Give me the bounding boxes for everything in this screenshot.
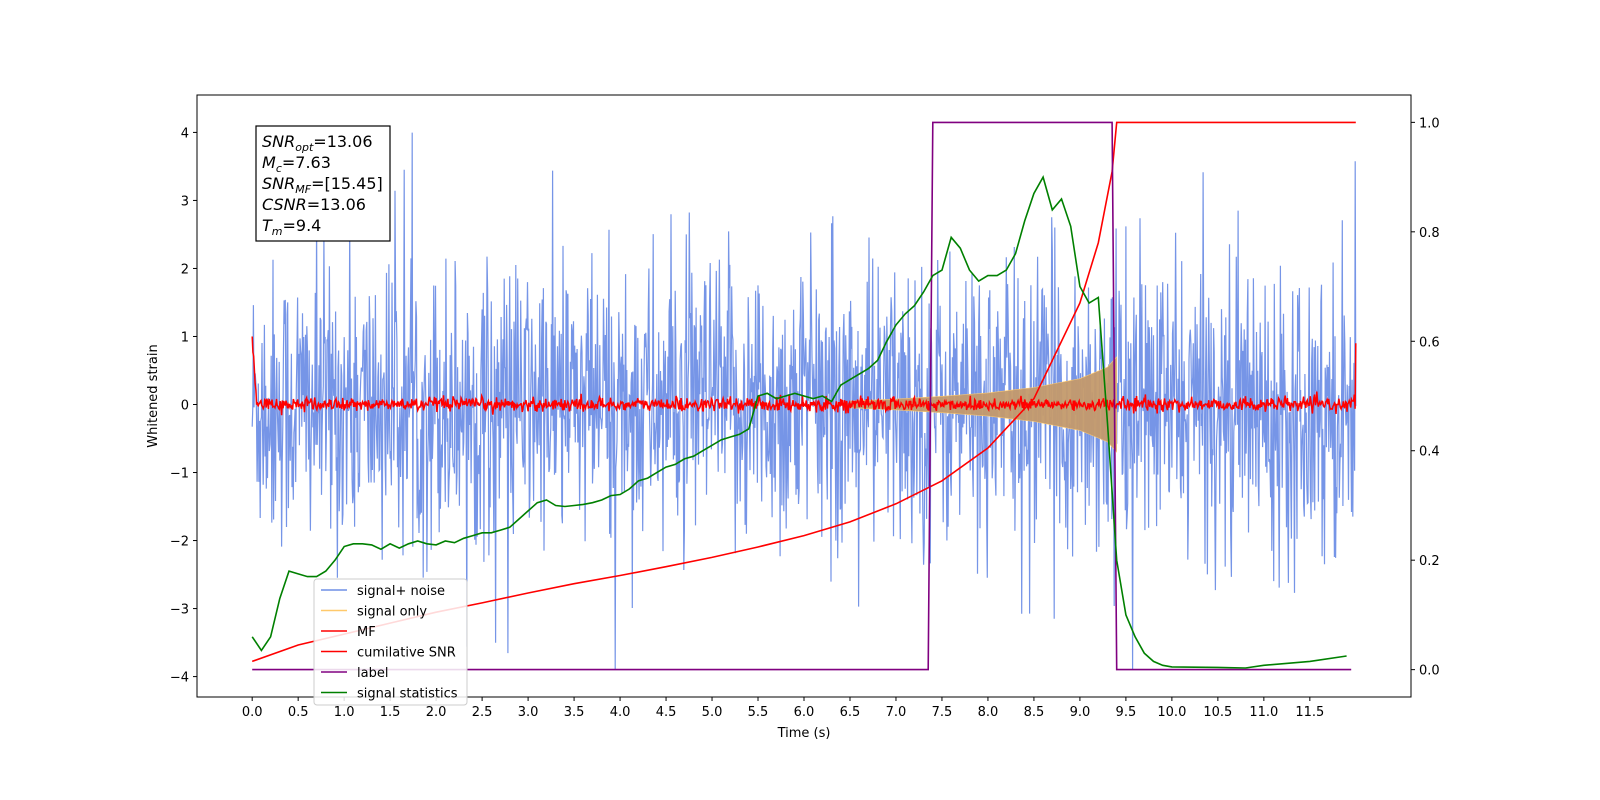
legend-label: MF bbox=[357, 625, 376, 640]
y-tick-label: −2 bbox=[170, 535, 189, 550]
y-right-tick-label: 0.2 bbox=[1419, 554, 1440, 569]
y-tick-label: 0 bbox=[181, 399, 189, 414]
axes: 0.0 0.5 1.0 1.5 2.0 2.5 3.0 3.5 4.0 4.5 5.0 5.5 6.0 6… bbox=[170, 116, 1440, 720]
y-tick-label: −4 bbox=[170, 671, 189, 686]
y-tick-label: 3 bbox=[181, 194, 189, 209]
x-tick-label: 1.5 bbox=[380, 705, 401, 720]
legend-frame bbox=[313, 578, 468, 706]
y-tick-label: −1 bbox=[170, 467, 189, 482]
series-signal-noise bbox=[251, 132, 1357, 670]
x-tick-label: 6.0 bbox=[794, 705, 815, 720]
y-tick-label: −3 bbox=[170, 603, 189, 618]
x-tick-label: 5.5 bbox=[748, 705, 769, 720]
x-tick-label: 3.5 bbox=[564, 705, 585, 720]
x-tick-label: 10.5 bbox=[1203, 705, 1232, 720]
x-tick-label: 0.0 bbox=[242, 705, 263, 720]
y-tick-label: 1 bbox=[181, 330, 189, 345]
y-tick-label: 2 bbox=[181, 262, 189, 277]
annotation-line: Tm=9.4 bbox=[262, 216, 321, 238]
y-right-tick-label: 0.0 bbox=[1419, 664, 1440, 679]
y-axis-label: Whitened strain bbox=[146, 344, 161, 447]
x-axis-label: Time (s) bbox=[777, 726, 831, 741]
annotation-line: CSNR=13.06 bbox=[262, 195, 366, 214]
x-tick-label: 7.0 bbox=[886, 705, 907, 720]
x-tick-label: 11.5 bbox=[1295, 705, 1324, 720]
series-mf bbox=[251, 336, 1357, 416]
annotation-line: Mc=7.63 bbox=[262, 153, 331, 175]
x-tick-label: 1.0 bbox=[334, 705, 355, 720]
annotation-frame bbox=[255, 125, 391, 242]
annotation-line: SNRMF=[15.45] bbox=[262, 174, 383, 196]
y-right-tick-label: 1.0 bbox=[1419, 116, 1440, 131]
legend-label: signal+ noise bbox=[357, 584, 445, 599]
x-tick-label: 2.0 bbox=[426, 705, 447, 720]
plot-area bbox=[251, 121, 1357, 671]
x-tick-label: 8.0 bbox=[978, 705, 999, 720]
legend-label: cumilative SNR bbox=[357, 646, 456, 661]
legend: signal+ noise signal only MF cumilative SNR… bbox=[313, 578, 468, 706]
series-signal-statistics bbox=[251, 175, 1347, 669]
y-right-tick-label: 0.6 bbox=[1419, 335, 1440, 350]
series-label bbox=[252, 121, 1352, 671]
annotation-line: SNRopt=13.06 bbox=[262, 132, 373, 154]
x-tick-label: 7.5 bbox=[932, 705, 953, 720]
x-tick-label: 11.0 bbox=[1249, 705, 1278, 720]
x-tick-label: 3.0 bbox=[518, 705, 539, 720]
x-tick-label: 9.5 bbox=[1116, 705, 1137, 720]
x-tick-label: 4.5 bbox=[656, 705, 677, 720]
y-right-tick-label: 0.8 bbox=[1419, 226, 1440, 241]
x-tick-label: 2.5 bbox=[472, 705, 493, 720]
y-right-tick-label: 0.4 bbox=[1419, 445, 1440, 460]
legend-label: signal only bbox=[357, 605, 427, 620]
x-tick-label: 4.0 bbox=[610, 705, 631, 720]
y-tick-label: 4 bbox=[181, 126, 189, 141]
legend-label: signal statistics bbox=[357, 687, 458, 702]
x-tick-label: 9.0 bbox=[1070, 705, 1091, 720]
legend-label: label bbox=[357, 666, 388, 681]
x-tick-label: 10.0 bbox=[1157, 705, 1186, 720]
x-tick-label: 6.5 bbox=[840, 705, 861, 720]
annotation-box: SNRopt=13.06Mc=7.63SNRMF=[15.45]CSNR=13.… bbox=[255, 125, 391, 242]
x-tick-label: 5.0 bbox=[702, 705, 723, 720]
x-tick-label: 0.5 bbox=[288, 705, 309, 720]
x-tick-label: 8.5 bbox=[1024, 705, 1045, 720]
